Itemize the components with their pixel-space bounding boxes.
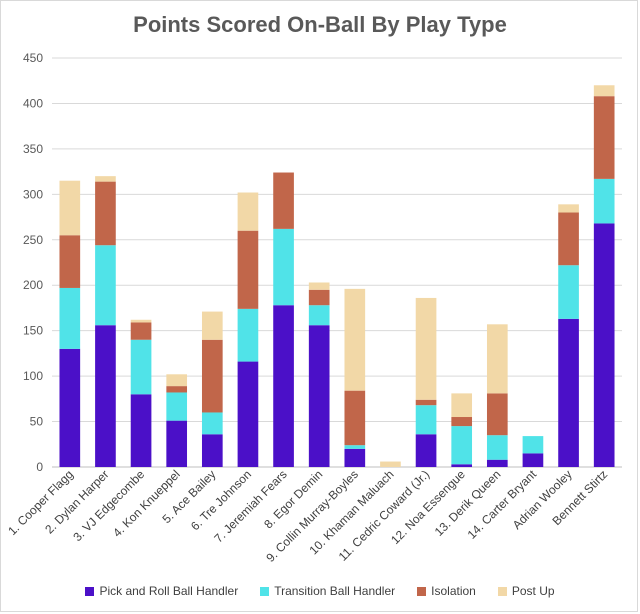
bar-segment	[308, 305, 330, 326]
bar-segment	[59, 287, 81, 349]
y-tick-label: 350	[23, 142, 43, 156]
bar-segment	[558, 212, 579, 266]
bar-segment	[451, 464, 473, 467]
y-tick-label: 400	[23, 96, 43, 110]
bar-segment	[486, 393, 508, 436]
legend-item: Isolation	[417, 584, 476, 598]
bar-segment	[59, 235, 81, 288]
bar-segment	[308, 282, 330, 290]
x-tick-label: 2. Dylan Harper	[42, 467, 111, 536]
bar-segment	[273, 172, 294, 229]
bar-segment	[593, 223, 615, 467]
bar-segment	[201, 412, 223, 435]
bar-segment	[201, 311, 223, 340]
bar-segment	[237, 230, 259, 309]
bar-segment	[308, 325, 330, 467]
y-tick-label: 50	[30, 415, 44, 429]
bar-segment	[415, 399, 437, 406]
bar-segment	[558, 265, 579, 319]
bar-segment	[95, 245, 116, 326]
y-tick-label: 150	[23, 324, 43, 338]
y-tick-label: 200	[23, 278, 43, 292]
legend-swatch	[85, 586, 95, 596]
legend-label: Isolation	[431, 584, 476, 598]
bar-segment	[201, 339, 223, 413]
bar-segment	[486, 459, 508, 467]
bar-segment	[558, 318, 579, 467]
bar-segment	[201, 434, 223, 467]
y-tick-label: 0	[36, 460, 43, 474]
bar-segment	[166, 420, 188, 467]
bar-segment	[380, 461, 401, 467]
chart-legend: Pick and Roll Ball Handler Transition Bal…	[0, 584, 640, 598]
bar-segment	[522, 436, 544, 454]
bar-segment	[237, 361, 259, 467]
legend-item: Transition Ball Handler	[260, 584, 395, 598]
bar-segment	[166, 392, 188, 421]
bar-segment	[451, 426, 473, 465]
legend-swatch	[417, 586, 427, 596]
bar-segment	[344, 448, 366, 467]
legend-label: Pick and Roll Ball Handler	[99, 584, 239, 598]
bar-segment	[415, 434, 437, 467]
bar-segment	[558, 204, 579, 213]
bar-segment	[273, 305, 294, 467]
bar-segment	[59, 180, 81, 236]
y-tick-label: 100	[23, 369, 43, 383]
legend-label: Post Up	[511, 584, 555, 598]
bar-segment	[593, 96, 615, 179]
bar-segment	[273, 228, 294, 306]
bar-segment	[344, 390, 366, 446]
bar-segment	[593, 85, 615, 97]
bar-segment	[237, 192, 259, 231]
bar-segment	[95, 325, 116, 467]
legend-item: Pick and Roll Ball Handler	[85, 584, 238, 598]
bar-segment	[130, 319, 152, 323]
bar-segment	[486, 324, 508, 394]
bar-segment	[237, 308, 259, 362]
legend-item: Post Up	[497, 584, 555, 598]
legend-swatch	[260, 586, 270, 596]
bar-segment	[95, 176, 116, 182]
legend-label: Transition Ball Handler	[274, 584, 396, 598]
bar-segment	[415, 405, 437, 435]
bar-segment	[166, 374, 188, 387]
y-tick-label: 250	[23, 233, 43, 247]
y-tick-label: 450	[23, 51, 43, 65]
chart-title: Points Scored On-Ball By Play Type	[133, 12, 507, 37]
bar-segment	[344, 288, 366, 391]
bar-segment	[486, 435, 508, 460]
bar-segment	[130, 339, 152, 395]
bar-segment	[451, 417, 473, 427]
bar-segment	[522, 453, 544, 467]
legend-swatch	[497, 586, 507, 596]
bar-segment	[59, 348, 81, 467]
bar-segment	[130, 322, 152, 340]
bar-segment	[130, 394, 152, 467]
bar-segment	[95, 181, 116, 246]
bar-segment	[166, 386, 188, 393]
y-tick-label: 300	[23, 187, 43, 201]
bar-segment	[593, 178, 615, 224]
bar-segment	[344, 445, 366, 449]
bar-segment	[308, 289, 330, 306]
bar-segment	[451, 393, 473, 418]
bar-segment	[415, 297, 437, 400]
